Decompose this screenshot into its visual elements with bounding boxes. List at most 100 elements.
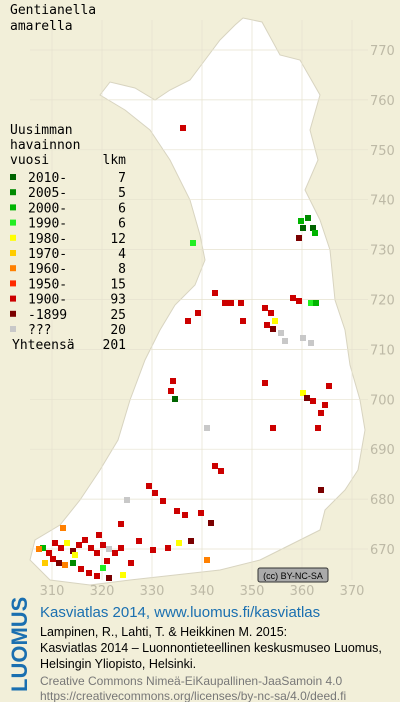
north-label: 740 xyxy=(370,194,395,209)
record-square xyxy=(326,383,332,389)
coordinate-grid xyxy=(30,20,368,580)
legend-count: 6 xyxy=(118,201,126,216)
legend-swatch xyxy=(10,174,16,180)
record-square xyxy=(70,548,76,554)
record-square xyxy=(50,556,56,562)
legend-swatch xyxy=(10,234,16,241)
north-label: 690 xyxy=(370,443,395,458)
record-square xyxy=(270,326,276,332)
north-label: 710 xyxy=(370,343,395,358)
record-square xyxy=(136,538,142,544)
north-label: 670 xyxy=(370,543,395,558)
record-square xyxy=(318,410,324,416)
record-square xyxy=(128,560,134,566)
record-square xyxy=(104,558,110,564)
record-square xyxy=(106,546,112,552)
record-square xyxy=(262,380,268,386)
record-square xyxy=(308,300,314,306)
legend-swatch xyxy=(10,280,16,287)
record-square xyxy=(268,310,274,316)
record-square xyxy=(240,318,246,324)
legend-label: 1960- xyxy=(28,262,67,277)
logo: LUOMUS xyxy=(7,597,32,692)
record-square xyxy=(228,300,234,306)
legend-swatch xyxy=(10,250,16,256)
record-square xyxy=(70,560,76,566)
record-square xyxy=(313,300,319,306)
legend: 2010- 7 2005- 5 2000- 6 1990- 6 1980- 12 1970- 4 196… xyxy=(10,171,126,353)
record-square xyxy=(182,512,188,518)
legend-count: 6 xyxy=(118,217,126,232)
record-square xyxy=(118,521,124,527)
record-square xyxy=(238,300,244,306)
record-square xyxy=(195,310,201,316)
record-square xyxy=(296,298,302,304)
legend-swatch xyxy=(10,310,16,317)
record-square xyxy=(118,545,124,551)
record-square xyxy=(100,565,106,571)
record-square xyxy=(160,498,166,504)
record-square xyxy=(262,305,268,311)
record-square xyxy=(300,390,306,396)
record-square xyxy=(222,300,228,306)
species-name: amarella xyxy=(10,19,73,34)
record-square xyxy=(176,540,182,546)
legend-count: 93 xyxy=(110,293,126,308)
east-label: 330 xyxy=(140,584,165,599)
legend-count: 20 xyxy=(110,323,126,338)
record-square xyxy=(168,388,174,394)
legend-label: 1950- xyxy=(28,277,67,292)
legend-label: 1900- xyxy=(28,293,67,308)
record-square xyxy=(52,540,58,546)
citation: Lampinen, R., Lahti, T. & Heikkinen M. 2… xyxy=(40,625,287,639)
legend-label: -1899 xyxy=(28,308,67,323)
record-square xyxy=(86,570,92,576)
record-square xyxy=(64,540,70,546)
legend-swatch xyxy=(10,219,16,226)
legend-label: 2010- xyxy=(28,171,67,186)
east-label: 340 xyxy=(190,584,215,599)
record-square xyxy=(165,545,171,551)
record-square xyxy=(112,550,118,556)
record-square xyxy=(305,215,311,221)
north-label: 760 xyxy=(370,94,395,109)
record-square xyxy=(212,463,218,469)
record-square xyxy=(264,322,270,328)
record-square xyxy=(310,398,316,404)
record-square xyxy=(120,572,126,578)
north-label: 700 xyxy=(370,393,395,408)
record-square xyxy=(290,295,296,301)
record-square xyxy=(304,395,310,401)
legend-swatch xyxy=(10,265,16,272)
legend-count: 15 xyxy=(110,277,126,292)
east-label: 360 xyxy=(290,584,315,599)
legend-label: ??? xyxy=(28,323,51,338)
legend-swatch xyxy=(10,204,16,211)
finland-outline xyxy=(29,17,366,586)
record-square xyxy=(58,545,64,551)
record-square xyxy=(270,425,276,431)
record-square xyxy=(278,330,284,336)
legend-label: 1970- xyxy=(28,247,67,262)
record-square xyxy=(150,547,156,553)
record-square xyxy=(36,546,42,552)
legend-label: 2000- xyxy=(28,201,67,216)
legend-heading: Uusimman xyxy=(10,123,73,138)
record-square xyxy=(56,560,62,566)
license-badge-text: (cc) BY-NC-SA xyxy=(263,571,323,581)
north-label: 720 xyxy=(370,294,395,309)
legend-label: 1990- xyxy=(28,217,67,232)
legend-label: 2005- xyxy=(28,186,67,201)
record-square xyxy=(172,396,178,402)
record-square xyxy=(204,557,210,563)
license: Creative Commons Nimeä-EiKaupallinen-Jaa… xyxy=(40,674,342,688)
east-label: 310 xyxy=(40,584,65,599)
north-label: 680 xyxy=(370,493,395,508)
record-square xyxy=(96,532,102,538)
legend-count: 4 xyxy=(118,247,126,262)
record-square xyxy=(310,225,316,231)
record-square xyxy=(282,338,288,344)
citation: Helsingin Yliopisto, Helsinki. xyxy=(40,657,196,671)
record-square xyxy=(82,537,88,543)
